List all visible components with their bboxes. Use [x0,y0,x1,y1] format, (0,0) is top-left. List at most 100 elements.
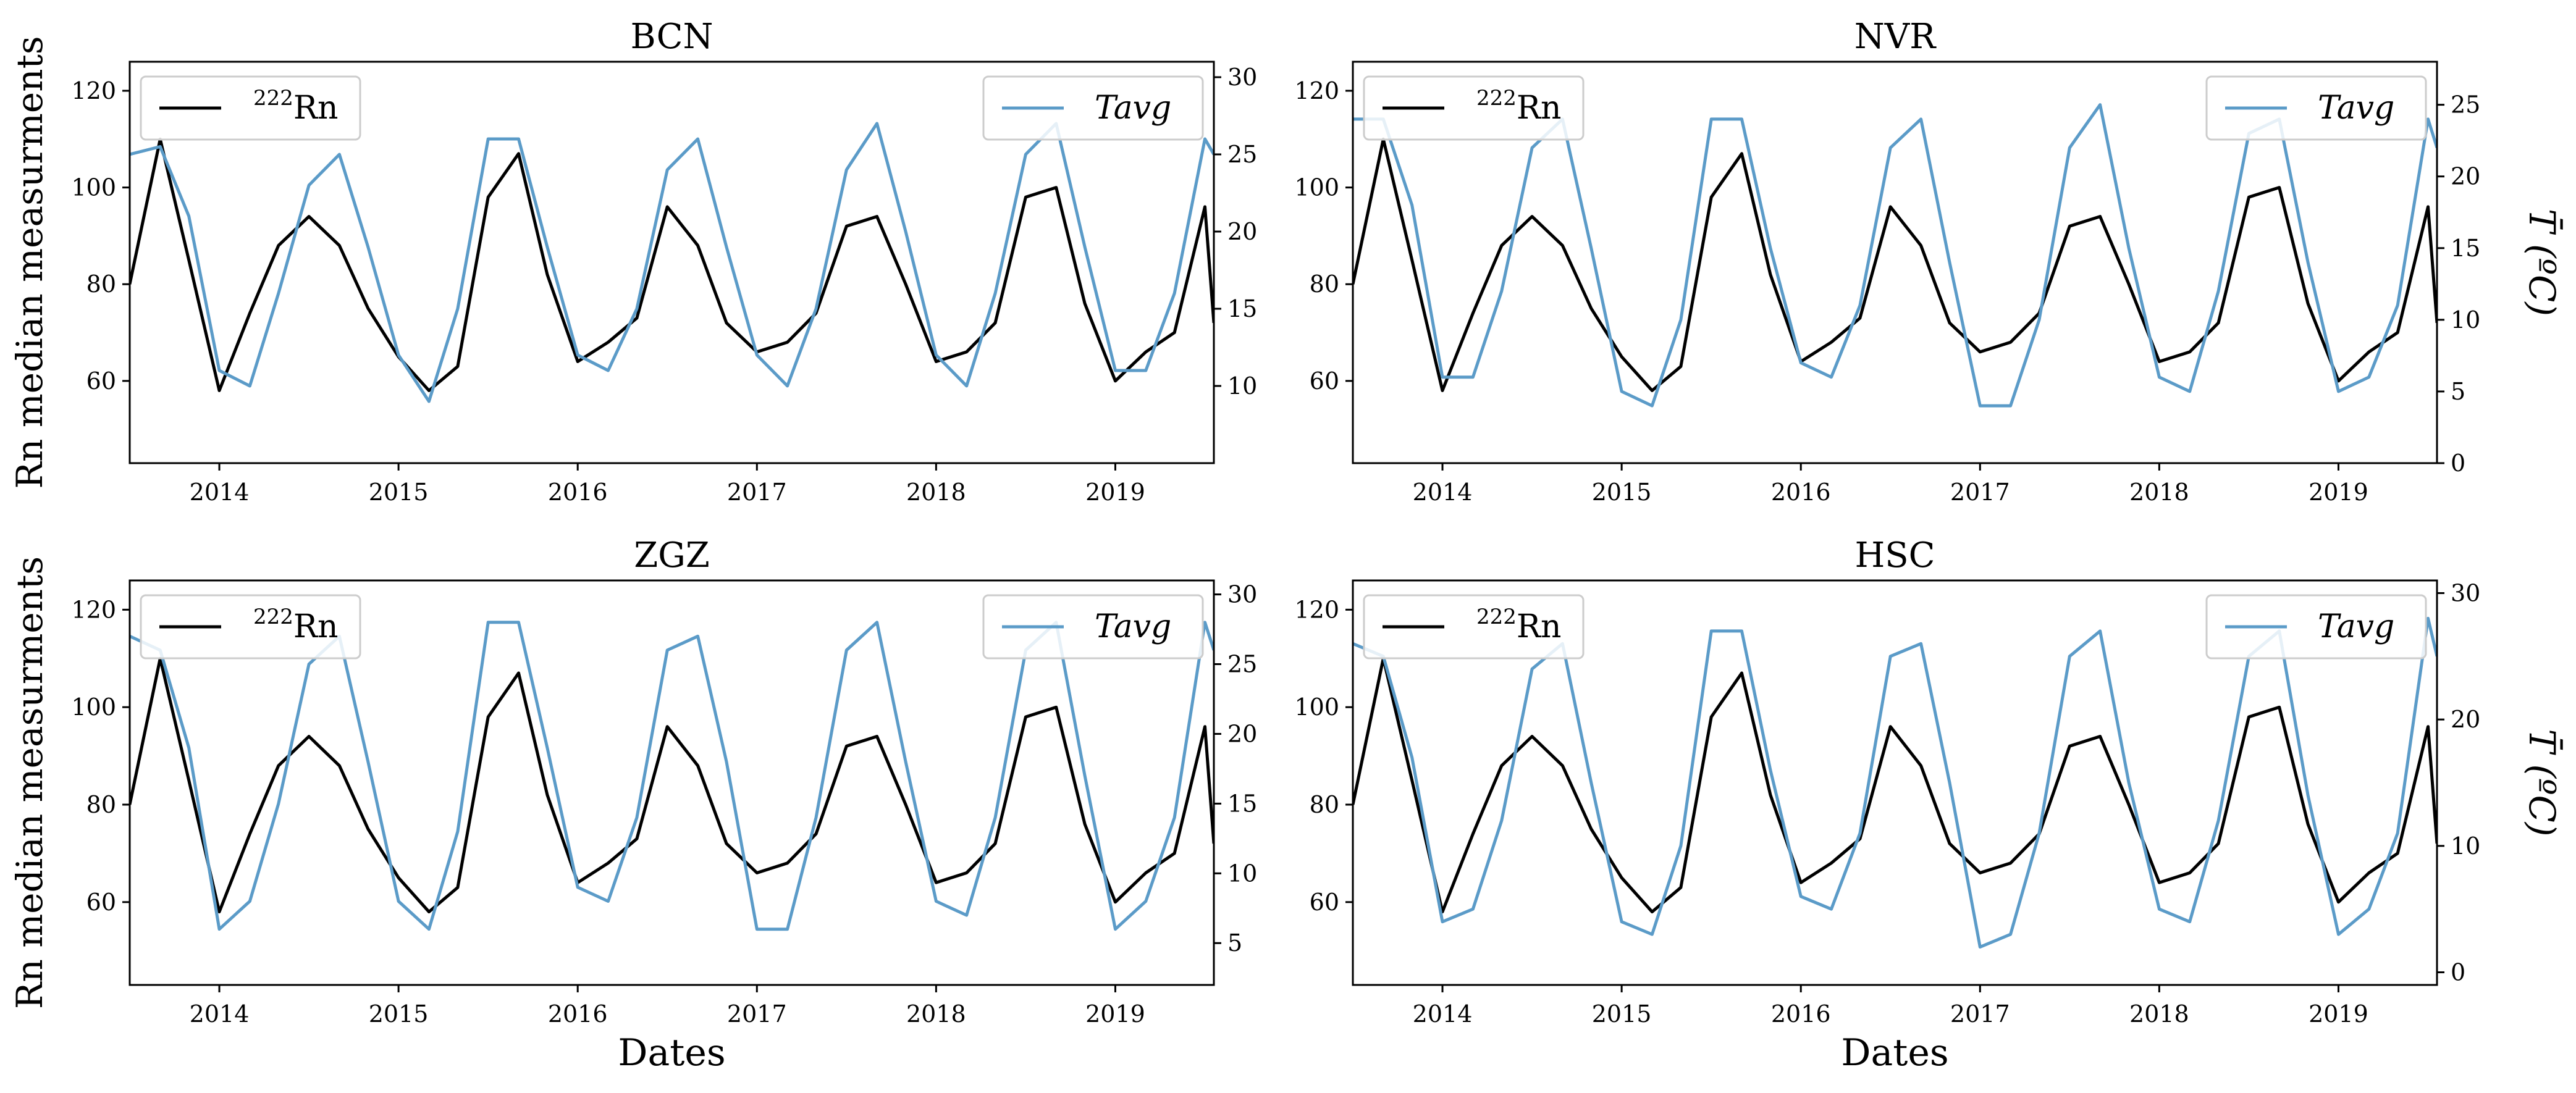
legend-rn-superscript: 222 [1476,605,1517,629]
panel-hsc: HSC 2014 2015 2016 2017 2018 2019 60 80 100 120 0 10… [1294,535,2563,1074]
x-tick-label: 2018 [2129,479,2189,506]
x-tick-label: 2017 [1950,479,2010,506]
y-right-tick-label: 20 [2451,706,2480,733]
legend-box [2205,75,2427,141]
y-right-tick-label: 25 [2451,91,2480,119]
panel-title: NVR [1854,17,1937,57]
y-right-tick-label: 10 [1227,860,1257,887]
y-right-tick-label: 10 [2451,832,2480,860]
legend-rn-superscript: 222 [1476,86,1517,111]
tavg-series-line [130,621,1214,931]
legend-tavg: Tavg [982,594,1204,660]
y-right-tick-label: 20 [1227,720,1257,747]
legend-box [140,75,361,141]
x-tick-label: 2017 [727,1000,787,1028]
y-right-tick-label: 5 [1227,929,1242,957]
x-tick-label: 2016 [548,1000,608,1028]
legend-tavg-label: Tavg [2318,90,2394,127]
y-right-tick-label: 20 [1227,218,1257,245]
rn-series-line [130,656,1214,914]
y-left-tick-label: 60 [86,367,116,395]
x-tick-label: 2019 [1085,1000,1145,1028]
y-right-tick-label: 30 [1227,64,1257,91]
x-tick-label: 2015 [1592,479,1652,506]
y-right-tick-label: 20 [2451,163,2480,190]
x-tick-label: 2016 [1771,1000,1831,1028]
x-tick-label: 2019 [2309,479,2368,506]
axes-frame [128,61,1215,464]
y-right-tick-label: 15 [1227,790,1257,817]
legend-box [1363,594,1585,660]
rn-series-line [130,137,1214,392]
legend-rn: 222Rn [140,75,361,141]
y-left-tick-label: 120 [71,596,116,623]
y-left-axis-label: Rn median measurments [9,556,51,1009]
legend-box [982,594,1204,660]
y-right-tick-label: 5 [2451,378,2465,405]
y-left-tick-label: 120 [1294,77,1339,104]
y-left-tick-label: 60 [1310,367,1339,395]
legend-tavg: Tavg [2205,594,2427,660]
y-left-axis-label: Rn median measurments [9,36,51,488]
y-left-tick-label: 80 [86,791,116,818]
tavg-series-line [1353,616,2437,949]
tavg-series-line [1353,103,2437,408]
legend-rn-label: 222Rn [1476,86,1562,127]
legend-rn-text: Rn [1517,608,1562,645]
legend-rn-label: 222Rn [253,86,339,127]
panel-title: ZGZ [634,535,710,576]
legend-rn-label: 222Rn [253,605,339,645]
x-tick-label: 2016 [1771,479,1831,506]
x-tick-label: 2018 [2129,1000,2189,1028]
panel-bcn: BCN 2014 2015 2016 2017 2018 2019 60 80 100 120 10 1… [9,17,1257,506]
tavg-series-line [130,122,1214,403]
y-left-tick-label: 100 [1294,693,1339,721]
legend-rn-text: Rn [293,90,339,127]
x-tick-label: 2015 [369,479,429,506]
y-left-tick-label: 120 [71,77,116,104]
legend-rn-label: 222Rn [1476,605,1562,645]
y-left-tick-label: 100 [71,693,116,721]
x-axis-label: Dates [1841,1031,1948,1074]
y-left-tick-label: 80 [1310,270,1339,298]
y-right-axis-label: T̄ (ºC) [2521,729,2564,836]
panel-title: HSC [1854,535,1935,576]
y-left-tick-label: 120 [1294,596,1339,623]
legend-rn: 222Rn [140,594,361,660]
legend-rn: 222Rn [1363,594,1585,660]
legend-rn-text: Rn [1517,90,1562,127]
axes-frame [128,579,1215,986]
panel-title: BCN [630,17,713,57]
legend-box [982,75,1204,141]
x-tick-label: 2017 [727,479,787,506]
legend-tavg-label: Tavg [1095,90,1171,127]
y-right-tick-label: 25 [1227,651,1257,678]
x-tick-label: 2018 [906,479,966,506]
y-left-tick-label: 80 [1310,791,1339,818]
y-left-tick-label: 60 [86,889,116,916]
x-tick-label: 2015 [1592,1000,1652,1028]
axes-frame [1352,579,2438,986]
x-tick-label: 2015 [369,1000,429,1028]
x-tick-label: 2019 [1085,479,1145,506]
legend-rn-superscript: 222 [253,605,293,629]
y-right-tick-label: 30 [2451,579,2480,606]
legend-rn-superscript: 222 [253,86,293,111]
legend-box [2205,594,2427,660]
x-tick-label: 2014 [190,479,250,506]
y-left-tick-label: 100 [1294,174,1339,201]
y-right-tick-label: 10 [2451,306,2480,333]
rn-series-line [1353,137,2437,392]
y-right-tick-label: 15 [2451,235,2480,262]
rn-series-line [1353,656,2437,914]
y-right-tick-label: 15 [1227,295,1257,322]
y-left-tick-label: 60 [1310,889,1339,916]
y-right-tick-label: 30 [1227,581,1257,608]
legend-rn: 222Rn [1363,75,1585,141]
x-tick-label: 2017 [1950,1000,2010,1028]
y-right-axis-label: T̄ (ºC) [2521,209,2564,316]
x-tick-label: 2018 [906,1000,966,1028]
